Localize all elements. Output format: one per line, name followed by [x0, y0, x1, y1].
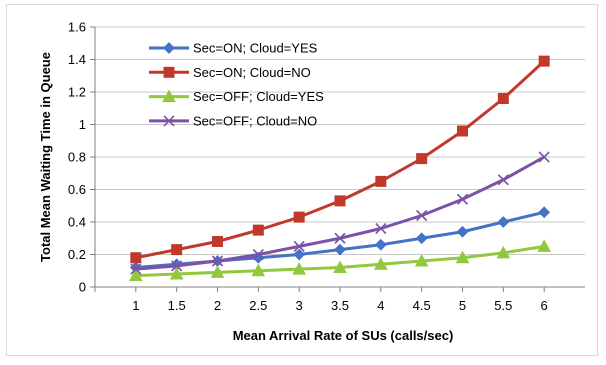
legend-label: Sec=ON; Cloud=NO: [193, 65, 311, 80]
x-marker-stroke: [171, 260, 183, 272]
legend-marker: [163, 115, 175, 127]
data-point: [333, 260, 347, 273]
data-point: [415, 232, 428, 245]
y-axis-ticks: 0 0.2 0.4 0.6 0.8 1 1.2 1.4 1.6: [68, 20, 95, 295]
x-tick-label: 2.5: [249, 298, 267, 313]
x-tick-label: 3: [296, 298, 303, 313]
x-tick-label: 5: [459, 298, 466, 313]
data-point: [375, 175, 387, 187]
legend-entry: Sec=ON; Cloud=NO: [149, 65, 311, 80]
x-tick-label: 5.5: [494, 298, 512, 313]
y-tick-label: 0.2: [68, 247, 86, 262]
data-point: [130, 263, 142, 275]
series-3: [128, 239, 552, 282]
x-tick-label: 3.5: [331, 298, 349, 313]
data-point: [128, 268, 143, 282]
data-point: [130, 252, 142, 264]
legend-marker: [162, 89, 176, 103]
legend-entry: Sec=OFF; Cloud=NO: [149, 113, 317, 128]
y-axis-title: Total Mean Waiting Time in Queue: [38, 52, 53, 262]
legend-entry: Sec=OFF; Cloud=YES: [149, 89, 324, 104]
data-point: [171, 260, 183, 272]
data-point: [538, 151, 550, 163]
x-tick-label: 4: [377, 298, 384, 313]
data-point: [375, 222, 387, 235]
legend-entry: Sec=ON; Cloud=YES: [149, 41, 318, 56]
data-point: [496, 245, 511, 259]
x-axis-title: Mean Arrival Rate of SUs (calls/sec): [233, 328, 454, 343]
x-tick-label: 2: [214, 298, 221, 313]
series-layer: [128, 55, 552, 282]
data-point: [416, 209, 428, 222]
data-point: [334, 243, 346, 256]
data-point: [497, 216, 510, 228]
y-tick-label: 0.4: [68, 215, 86, 230]
data-point: [538, 55, 550, 67]
legend-label: Sec=OFF; Cloud=YES: [193, 89, 324, 104]
data-point: [169, 266, 184, 280]
legend-marker: [163, 42, 175, 54]
legend: Sec=ON; Cloud=YES Sec=ON; Cloud=NO Sec=OFF…: [149, 41, 324, 128]
x-axis-ticks: 1 1.5 2 2.5 3 3.5 4 4.5 5 5.5 6: [94, 287, 548, 313]
data-point: [538, 206, 551, 219]
x-tick-label: 4.5: [413, 298, 431, 313]
data-point: [537, 239, 552, 252]
data-point: [497, 93, 509, 104]
y-tick-label: 0: [79, 280, 86, 295]
data-point: [252, 224, 264, 236]
data-point: [456, 225, 469, 238]
x-marker-stroke: [416, 209, 428, 222]
data-point: [456, 193, 469, 205]
x-marker-stroke: [130, 263, 142, 275]
data-point: [212, 236, 223, 247]
data-point: [374, 238, 387, 251]
y-tick-label: 1.6: [68, 20, 86, 35]
data-point: [252, 248, 264, 261]
series-2: [130, 55, 550, 264]
x-marker-stroke: [293, 240, 305, 252]
data-point: [455, 250, 470, 264]
y-tick-label: 1: [79, 117, 86, 132]
x-marker-stroke: [211, 255, 224, 267]
data-point: [211, 255, 224, 267]
data-point: [251, 263, 266, 277]
x-marker-stroke: [456, 193, 469, 205]
series-line: [135, 210, 545, 269]
x-tick-label: 6: [541, 298, 548, 313]
series-4: [130, 151, 550, 275]
data-point: [293, 240, 305, 252]
x-marker-stroke: [538, 151, 550, 163]
x-tick-label: 1: [132, 298, 139, 313]
data-point: [373, 257, 388, 270]
y-tick-label: 0.8: [68, 150, 86, 165]
y-tick-label: 0.6: [68, 182, 86, 197]
data-point: [210, 265, 225, 278]
x-marker-stroke: [252, 248, 264, 261]
y-tick-label: 1.2: [68, 85, 86, 100]
legend-label: Sec=OFF; Cloud=NO: [193, 113, 317, 128]
x-marker-stroke: [375, 222, 387, 235]
data-point: [457, 125, 468, 137]
legend-label: Sec=ON; Cloud=YES: [193, 41, 318, 56]
x-tick-label: 1.5: [168, 298, 186, 313]
y-tick-label: 1.4: [68, 52, 86, 67]
data-point: [334, 232, 346, 244]
data-point: [416, 153, 428, 165]
x-marker-stroke: [334, 232, 346, 244]
x-marker-stroke: [497, 174, 509, 186]
data-point: [497, 174, 509, 186]
data-point: [414, 253, 429, 267]
legend-marker: [163, 66, 175, 78]
x-marker-stroke: [163, 115, 175, 127]
data-point: [334, 195, 346, 207]
data-point: [293, 248, 306, 261]
data-point: [293, 211, 305, 223]
data-point: [171, 244, 183, 256]
data-point: [292, 262, 307, 275]
